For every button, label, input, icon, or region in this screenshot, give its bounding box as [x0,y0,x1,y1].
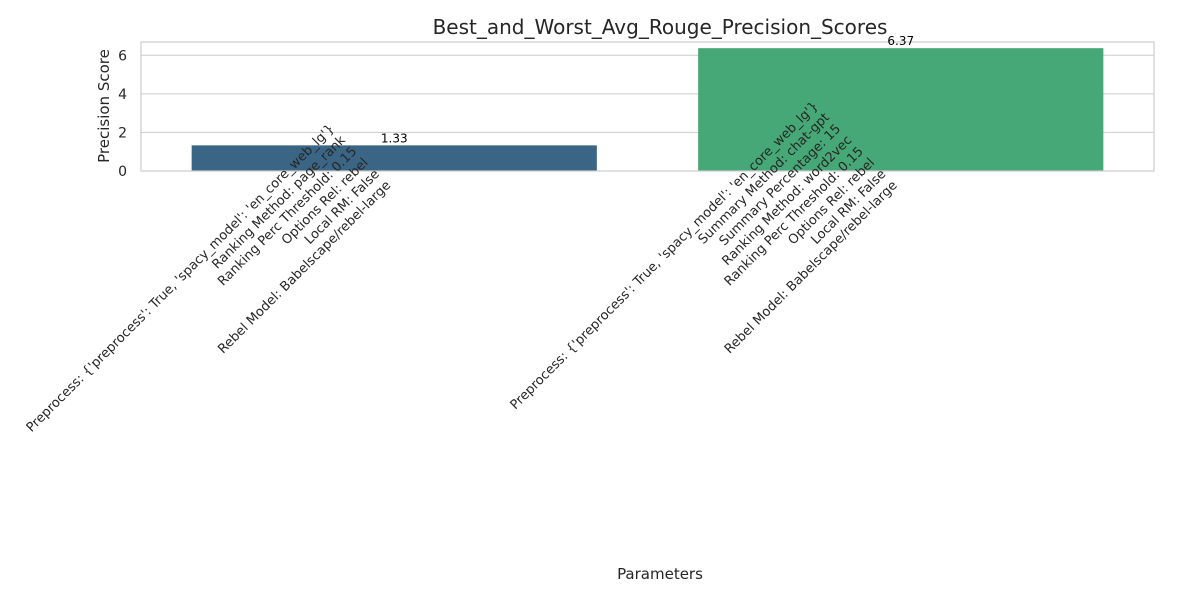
bar-value-label: 6.37 [887,34,914,48]
y-tick-label: 0 [118,164,127,180]
bar-value-label: 1.33 [381,131,408,145]
y-axis-label: Precision Score [95,49,113,163]
chart-title: Best_and_Worst_Avg_Rouge_Precision_Score… [433,15,888,39]
y-tick-label: 2 [118,125,127,141]
bars [191,48,1104,171]
y-tick-label: 4 [118,87,127,103]
plot-frame [140,41,1155,172]
x-axis-label: Parameters [617,565,703,583]
y-ticks: 0 2 4 6 [118,48,127,180]
bar [191,145,597,171]
bar [698,48,1104,171]
x-tick-label: Preprocess: {'preprocess': True, 'spacy_… [24,122,394,436]
y-tick-label: 6 [118,48,127,64]
data-labels: 1.33 6.37 [381,34,914,145]
